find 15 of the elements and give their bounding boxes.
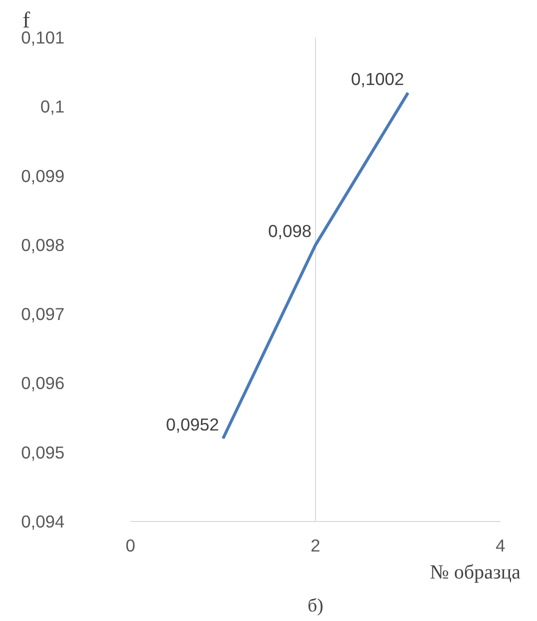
x-axis-title: № образца: [430, 562, 521, 584]
y-tick-label: 0,098: [21, 234, 65, 255]
y-tick-label: 0,094: [21, 512, 65, 532]
y-tick-label: 0,095: [21, 442, 65, 462]
y-tick-label: 0,097: [21, 304, 65, 324]
x-tick-label: 4: [496, 536, 506, 556]
x-tick-label: 0: [126, 536, 136, 556]
data-label: 0,0952: [166, 414, 219, 435]
data-label: 0,098: [268, 220, 312, 241]
text: б): [308, 596, 324, 616]
x-tick-label: 2: [310, 536, 320, 556]
y-tick-label: 0,1: [40, 96, 65, 117]
y-tick-label: 0,096: [21, 373, 65, 394]
y-tick-label: 0,099: [21, 166, 65, 186]
data-label: 0,1002: [351, 68, 404, 89]
